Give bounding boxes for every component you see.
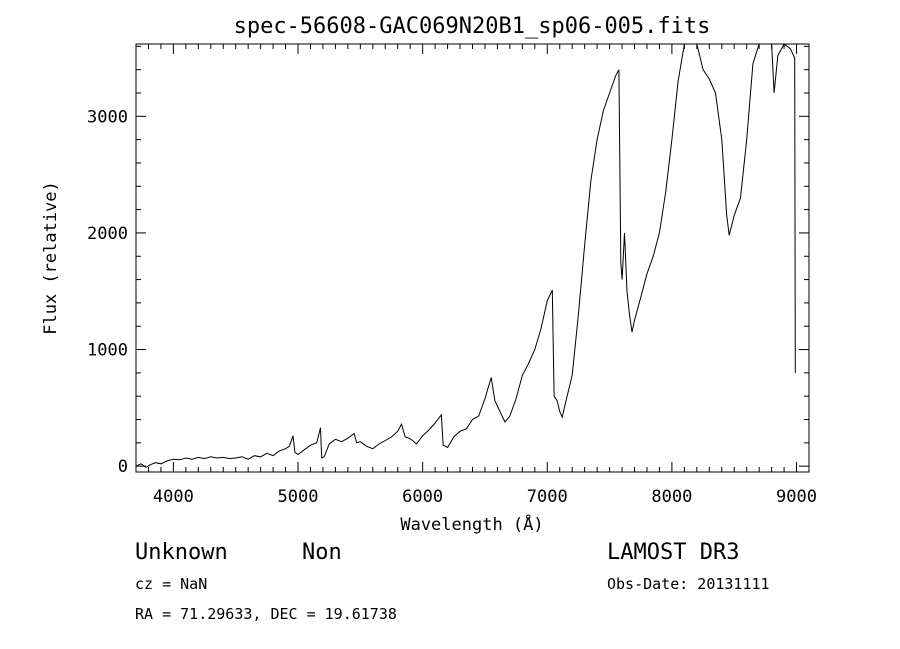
x-axis-ticks: 4000 5000 6000 7000 8000 9000 [147, 44, 817, 507]
x-tick-label: 7000 [527, 487, 568, 507]
ra-dec-coords: RA = 71.29633, DEC = 19.61738 [135, 605, 397, 623]
x-tick-label: 5000 [278, 487, 319, 507]
y-tick-label: 0 [118, 457, 128, 477]
y-axis-label: Flux (relative) [41, 181, 61, 335]
x-tick-label: 8000 [651, 487, 692, 507]
x-tick-label: 6000 [402, 487, 443, 507]
plot-frame [135, 43, 810, 473]
y-axis-ticks: 0 1000 2000 3000 [87, 45, 809, 477]
redshift-cz: cz = NaN [135, 575, 207, 593]
x-tick-label: 9000 [776, 487, 817, 507]
x-tick-label: 4000 [153, 487, 194, 507]
y-tick-label: 3000 [87, 107, 128, 127]
chart-title: spec-56608-GAC069N20B1_sp06-005.fits [234, 14, 711, 39]
spectrum-series-line [135, 43, 796, 468]
y-tick-label: 1000 [87, 341, 128, 361]
survey-name: LAMOST DR3 [607, 540, 739, 565]
y-tick-label: 2000 [87, 224, 128, 244]
observation-date: Obs-Date: 20131111 [607, 575, 770, 593]
object-subclass: Non [302, 540, 342, 565]
x-axis-label: Wavelength (Å) [400, 513, 543, 535]
object-class: Unknown [135, 540, 228, 565]
